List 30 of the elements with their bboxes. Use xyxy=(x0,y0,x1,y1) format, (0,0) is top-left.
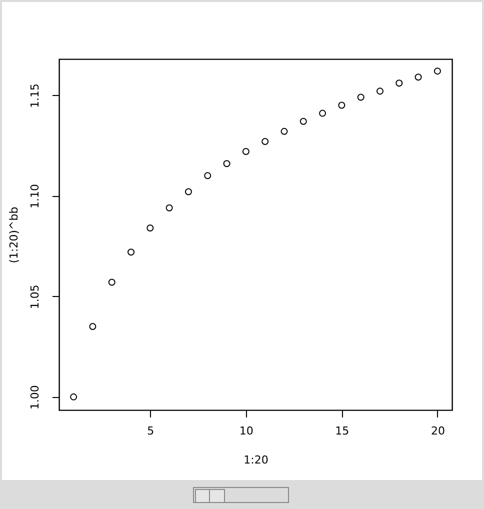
point xyxy=(376,88,384,95)
point xyxy=(434,68,441,75)
point xyxy=(128,248,135,256)
y-tick-label: 1.10 xyxy=(28,184,42,209)
point xyxy=(338,102,346,109)
point xyxy=(166,204,173,212)
y-tick-label: 1.15 xyxy=(28,83,42,108)
x-tick-label: 20 xyxy=(430,424,445,438)
x-tick-label: 5 xyxy=(147,424,154,438)
x-tick-label: 10 xyxy=(239,424,254,438)
y-axis-title: (1:20)^bb xyxy=(8,206,20,264)
point xyxy=(262,138,269,145)
y-tick-label: 1.05 xyxy=(28,284,42,310)
point xyxy=(319,110,326,117)
point xyxy=(204,172,212,180)
y-tick-label: 1.00 xyxy=(28,385,42,410)
x-axis-title: 1:20 xyxy=(244,454,268,466)
point xyxy=(242,148,250,156)
point xyxy=(396,80,403,87)
point xyxy=(108,278,116,286)
point xyxy=(89,323,96,330)
point xyxy=(414,74,422,81)
point xyxy=(146,224,154,232)
point xyxy=(70,393,78,400)
point xyxy=(300,118,307,125)
point xyxy=(223,160,230,168)
point xyxy=(280,128,288,135)
x-tick-label: 15 xyxy=(335,424,350,438)
point xyxy=(357,94,364,101)
point xyxy=(184,188,192,196)
